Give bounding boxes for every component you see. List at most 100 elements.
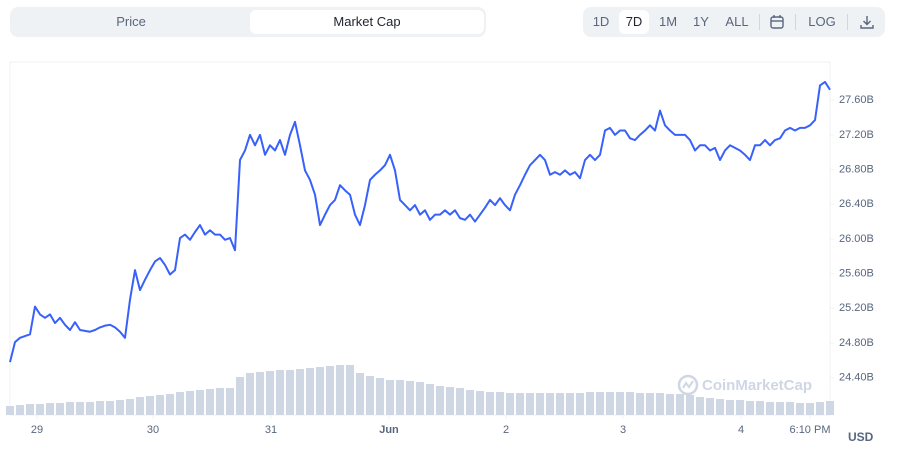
x-tick-label: 6:10 PM [790,424,831,436]
x-tick-label: 31 [265,424,277,436]
volume-bar [806,403,814,415]
volume-bar [156,395,164,415]
volume-bar [96,401,104,415]
volume-bar [786,402,794,415]
separator [759,14,760,30]
volume-bar [726,400,734,415]
volume-bar [326,366,334,415]
volume-bar [196,390,204,415]
volume-bar [536,393,544,415]
volume-bar [6,406,14,415]
y-tick-label: 25.60B [839,268,874,280]
separator [847,14,848,30]
volume-bar [276,370,284,415]
x-tick-label: 2 [503,424,509,436]
volume-bar [506,393,514,415]
volume-bar [456,388,464,415]
y-tick-label: 27.20B [839,129,874,141]
y-tick-label: 26.00B [839,233,874,245]
volume-bar [756,401,764,415]
range-bar: 1D 7D 1M 1Y ALL LOG [583,7,885,37]
volume-bar [146,396,154,415]
y-tick-label: 24.40B [839,372,874,384]
volume-bar [256,372,264,415]
watermark-logo [677,374,699,396]
volume-bar [346,365,354,415]
volume-bar [296,369,304,415]
volume-bar [76,402,84,415]
x-tick-label: 4 [738,424,744,436]
volume-bar [466,390,474,415]
separator [795,14,796,30]
calendar-icon[interactable] [769,14,785,30]
x-tick-label: 29 [31,424,43,436]
tab[interactable]: Price [116,14,146,29]
volume-bar [556,393,564,415]
y-tick-label: 27.60B [839,94,874,106]
volume-bar [516,393,524,415]
y-tick-label: 25.20B [839,302,874,314]
volume-bar [446,387,454,415]
volume-bar [176,392,184,415]
volume-bar [526,393,534,415]
currency-label: USD [848,430,874,444]
plot-frame [9,61,831,416]
volume-bar [56,403,64,415]
volume-bar [776,402,784,415]
y-tick-label: 26.80B [839,163,874,175]
volume-bar [376,378,384,415]
volume-bar [596,392,604,415]
volume-bar [46,403,54,415]
volume-bar [106,401,114,415]
volume-bar [486,392,494,415]
volume-bar [126,399,134,415]
volume-bar [746,401,754,415]
volume-bar [186,391,194,415]
volume-bar [206,389,214,415]
volume-bar [36,404,44,415]
volume-bar [66,402,74,415]
volume-bar [226,388,234,415]
volume-bar [286,370,294,415]
range-button[interactable]: 1D [592,14,610,29]
volume-bar [406,381,414,415]
volume-bar [436,386,444,415]
volume-bar [336,365,344,415]
volume-bar [136,397,144,415]
volume-bar [86,402,94,415]
x-tick-label: 30 [147,424,159,436]
range-button[interactable]: 1Y [693,14,709,29]
tab[interactable]: Market Cap [250,10,484,34]
volume-bar [826,401,834,415]
download-icon[interactable] [859,14,875,30]
volume-bar [266,371,274,415]
volume-bar [546,393,554,415]
volume-bar [416,382,424,415]
volume-bar [586,392,594,415]
volume-bar [366,376,374,415]
volume-bar [236,377,244,415]
volume-bar [246,373,254,415]
volume-bar [666,394,674,415]
volume-bar [716,399,724,415]
range-button[interactable]: ALL [725,14,749,29]
volume-bar [576,393,584,415]
volume-bar [686,395,694,415]
x-tick-label: 3 [620,424,626,436]
volume-bar [496,392,504,415]
volume-bar [636,393,644,415]
x-tick-label: Jun [379,424,399,436]
volume-bar [766,402,774,415]
volume-bar [316,367,324,415]
volume-bar [796,403,804,415]
volume-bar [816,402,824,415]
log-button[interactable]: LOG [808,14,836,29]
watermark: CoinMarketCap [702,377,812,394]
y-tick-label: 26.40B [839,198,874,210]
volume-bar [166,394,174,415]
volume-bar [216,388,224,415]
volume-bar [626,392,634,415]
range-button[interactable]: 1M [658,14,678,29]
range-button[interactable]: 7D [619,10,649,34]
